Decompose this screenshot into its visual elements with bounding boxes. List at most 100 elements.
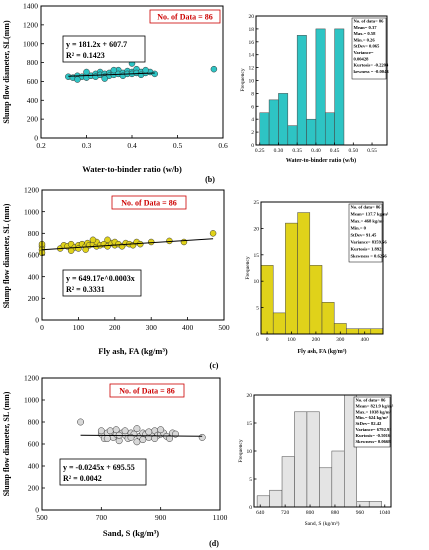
hist-wb-bar bbox=[324, 112, 335, 146]
scatter-sand-equation: y = -0.0245x + 695.55 bbox=[63, 463, 135, 472]
hist-fa-stat-line: No. of data= 86 bbox=[351, 205, 382, 210]
hist-fa-bar bbox=[346, 328, 359, 335]
hist-wb-xtick-label: 0.50 bbox=[349, 148, 359, 154]
hist-fa-bar bbox=[297, 212, 311, 335]
scatter-sand-point bbox=[151, 435, 159, 442]
hist-fa-bars bbox=[260, 212, 384, 335]
hist-fa-stat-line: Mean= 137.7 kg/m³ bbox=[351, 212, 389, 217]
hist-fa-ytick-label: 10 bbox=[254, 279, 260, 285]
hist-wb-xtick-label: 0.25 bbox=[255, 148, 265, 154]
scatter-fa-points bbox=[38, 230, 217, 257]
scatter-wb-ytick-label: 1200 bbox=[23, 20, 38, 29]
panel-label-b: (b) bbox=[205, 175, 215, 184]
scatter-wb-xtick-label: 0.3 bbox=[82, 141, 92, 150]
hist-sand-ytick-label: 0 bbox=[249, 505, 252, 511]
scatter-sand-point bbox=[77, 418, 85, 426]
scatter-wb-xtick-label: 0.2 bbox=[36, 141, 46, 150]
hist-wb-xtick-label: 0.30 bbox=[274, 148, 284, 154]
scatter-wb-point bbox=[83, 68, 90, 76]
scatter-sand-ytick-label: 0 bbox=[35, 506, 39, 515]
scatter-fa-xtick-label: 400 bbox=[182, 323, 194, 332]
hist-fa-bar bbox=[260, 265, 274, 335]
hist-fa-xtick-label: 300 bbox=[336, 337, 345, 343]
scatter-sand-point bbox=[198, 433, 206, 441]
hist-wb-xtick-label: 0.35 bbox=[292, 148, 302, 154]
scatter-wb-ytick-label: 1000 bbox=[23, 39, 38, 48]
scatter-fa-ylabel: Slump flow diameter, SL (mm) bbox=[2, 203, 11, 308]
scatter-wb-point bbox=[74, 76, 81, 83]
scatter-fa-xlabel: Fly ash, FA (kg/m³) bbox=[98, 346, 168, 356]
scatter-fa-equation: y = 649.17e^0.0003x bbox=[66, 274, 135, 283]
hist-fa-stats-box bbox=[348, 203, 383, 263]
hist-wb-ytick-label: 4 bbox=[251, 117, 254, 123]
scatter-fa-nod-text: No. of Data = 86 bbox=[121, 199, 176, 208]
panel-label-d: (d) bbox=[209, 539, 219, 548]
hist-fa-bar bbox=[321, 302, 335, 335]
scatter-wb-point bbox=[101, 75, 108, 82]
scatter-wb-ytick-label: 400 bbox=[27, 96, 39, 105]
scatter-sand-fit-line bbox=[80, 434, 203, 437]
hist-fa-ticks: 0 100 200 300 400 0 5 10 15 20 25 bbox=[254, 200, 370, 343]
hist-fa-stat-line: Max.= 468 kg/m³ bbox=[351, 219, 385, 224]
scatter-sand-ytick-label: 800 bbox=[28, 418, 40, 427]
scatter-fa-ytick-label: 200 bbox=[28, 294, 40, 303]
scatter-wb-ytick-label: 600 bbox=[27, 77, 39, 86]
hist-wb-bar bbox=[278, 93, 289, 146]
hist-fa-stat-line: Variance= 8359.56 bbox=[351, 240, 388, 245]
scatter-wb-points bbox=[65, 60, 218, 83]
scatter-sand-ylabel: Slump flow diameter, SL (mm) bbox=[2, 391, 11, 496]
scatter-sand-nod-text: No. of Data = 86 bbox=[119, 387, 174, 396]
scatter-fa-xtick-label: 500 bbox=[218, 323, 230, 332]
hist-fa-stat-line: Skewness = 0.6256 bbox=[351, 254, 388, 259]
scatter-fa-r2: R² = 0.3331 bbox=[66, 285, 105, 294]
hist-fa-xtick-label: 100 bbox=[287, 337, 296, 343]
hist-wb-ytick-label: 20 bbox=[249, 14, 255, 20]
hist-wb-bar bbox=[296, 35, 307, 146]
hist-fa-ytick-label: 0 bbox=[256, 332, 259, 338]
hist-fa-xlabel: Fly ash, FA (kg/m³) bbox=[297, 348, 346, 355]
scatter-sand-point bbox=[145, 428, 153, 436]
scatter-fa-ytick-label: 0 bbox=[35, 316, 39, 325]
scatter-sand-point bbox=[103, 435, 111, 442]
hist-sand-ylabel: Frequency bbox=[238, 439, 244, 462]
scatter-sand-eq-box bbox=[59, 458, 147, 486]
hist-wb-stat-line: 0.00428 bbox=[354, 56, 370, 61]
scatter-sand-point bbox=[133, 438, 141, 446]
scatter-fa-point bbox=[137, 240, 144, 248]
hist-sand-bar bbox=[331, 450, 345, 508]
hist-sand-stat-line: Max.= 1038 kg/m³ bbox=[356, 409, 392, 414]
hist-fa-ytick-label: 25 bbox=[254, 200, 260, 206]
scatter-wb-point bbox=[210, 65, 218, 73]
scatter-sand-xtick-label: 500 bbox=[36, 513, 48, 522]
scatter-wb-equation: y = 181.2x + 607.7 bbox=[66, 40, 127, 49]
hist-wb-xtick-label: 0.40 bbox=[311, 148, 321, 154]
hist-fa-bar bbox=[309, 265, 323, 335]
hist-sand-ytick-label: 20 bbox=[247, 393, 253, 399]
scatter-fa-ytick-label: 1200 bbox=[24, 186, 39, 195]
scatter-wb-ytick-label: 1400 bbox=[23, 2, 38, 11]
hist-wb-ytick-label: 10 bbox=[249, 79, 255, 85]
scatter-fa-ytick-label: 1000 bbox=[24, 207, 39, 216]
hist-sand-bar bbox=[281, 456, 295, 508]
scatter-wb-ylabel: Slump flow diameter, SL(mm) bbox=[2, 20, 11, 124]
scatter-sand-xtick-label: 900 bbox=[155, 513, 167, 522]
hist-wb-bars bbox=[259, 28, 345, 146]
hist-fa-ytick-label: 5 bbox=[256, 306, 259, 312]
scatter-fa-point bbox=[89, 236, 97, 244]
hist-wb-ylabel: Frequency bbox=[240, 68, 246, 91]
hist-wb-stats-box bbox=[351, 17, 387, 80]
hist-wb-xtick-label: 0.45 bbox=[330, 148, 340, 154]
hist-wb-bar bbox=[306, 118, 317, 146]
scatter-wb-xtick-label: 0.5 bbox=[173, 141, 183, 150]
scatter-fa-xtick-label: 200 bbox=[109, 323, 121, 332]
scatter-fa-point bbox=[209, 230, 217, 237]
scatter-sand-frame bbox=[41, 377, 221, 511]
hist-fa-frame bbox=[260, 201, 384, 335]
scatter-sand-r2: R² = 0.0042 bbox=[63, 474, 102, 483]
hist-fa-bar bbox=[272, 312, 286, 335]
scatter-sand-ytick-label: 1000 bbox=[24, 396, 39, 405]
hist-fa-bar bbox=[370, 328, 384, 335]
